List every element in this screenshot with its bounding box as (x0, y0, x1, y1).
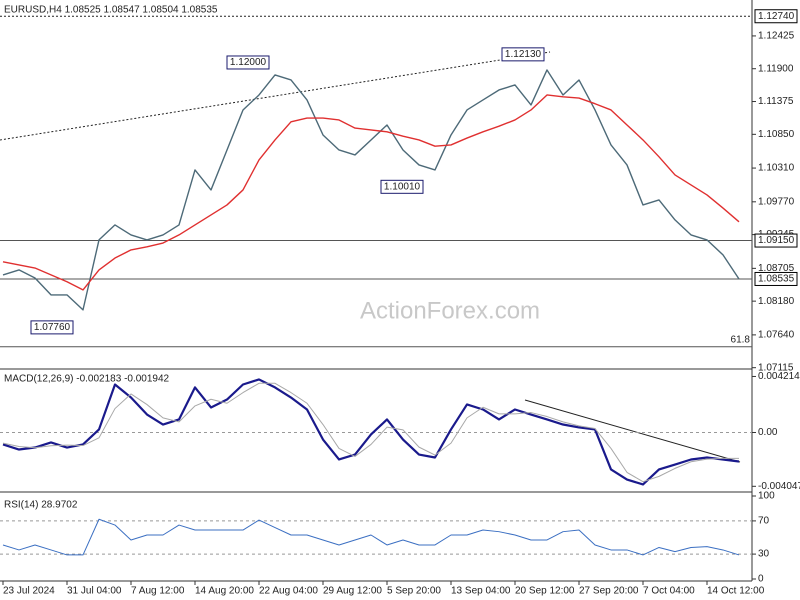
y-tick-label: -0.004047 (758, 481, 800, 492)
y-tick-label: 1.11375 (758, 96, 794, 107)
y-tick-label: 1.07115 (758, 362, 794, 373)
x-tick-label: 23 Jul 2024 (3, 586, 55, 597)
panel-title: EURUSD,H4 1.08525 1.08547 1.08504 1.0853… (4, 5, 218, 16)
y-tick-label: 70 (758, 516, 770, 527)
x-tick-label: 14 Aug 20:00 (195, 586, 254, 597)
x-tick-label: 27 Sep 20:00 (579, 586, 639, 597)
x-tick-label: 14 Oct 12:00 (707, 586, 765, 597)
panel-title: MACD(12,26,9) -0.002183 -0.001942 (4, 374, 170, 385)
y-tick-label: 1.07640 (758, 330, 795, 341)
series-line (2, 518, 740, 556)
annotation-label: 1.12000 (230, 57, 267, 68)
y-tick-label: 30 (758, 549, 770, 560)
x-tick-label: 7 Oct 04:00 (643, 586, 695, 597)
panel-title: RSI(14) 28.9702 (4, 500, 78, 511)
watermark: ActionForex.com (360, 297, 540, 324)
y-tick-label: 1.11900 (758, 63, 794, 74)
x-tick-label: 29 Aug 12:00 (323, 586, 382, 597)
x-tick-label: 13 Sep 04:00 (451, 586, 511, 597)
y-tick-label: 1.08180 (758, 296, 795, 307)
series-line (2, 69, 740, 311)
trend-line (0, 51, 551, 141)
y-tick-label: 100 (758, 491, 775, 502)
y-tick-label: 0 (758, 574, 764, 585)
y-tick-label: 0.004214 (758, 371, 800, 382)
y-tick-label: 1.09770 (758, 196, 795, 207)
y-tick-label: 0.00 (758, 427, 778, 438)
x-tick-label: 22 Aug 04:00 (259, 586, 318, 597)
price-label-box (754, 233, 798, 248)
series-line (2, 382, 740, 483)
level-label: 61.8 (731, 334, 751, 345)
price-label: 1.09150 (758, 235, 795, 246)
x-tick-label: 31 Jul 04:00 (67, 586, 122, 597)
x-tick-label: 7 Aug 12:00 (131, 586, 185, 597)
annotation-label: 1.07760 (34, 322, 71, 333)
y-tick-label: 1.10310 (758, 163, 795, 174)
series-line (2, 378, 740, 486)
annotation-label: 1.10010 (384, 181, 421, 192)
price-label: 1.08535 (758, 274, 795, 285)
x-tick-label: 5 Sep 20:00 (387, 586, 441, 597)
price-label-box (754, 9, 798, 24)
annotation-label: 1.12130 (505, 49, 542, 60)
y-tick-label: 1.12425 (758, 31, 795, 42)
annotation-box (501, 47, 545, 62)
y-tick-label: 1.10850 (758, 129, 795, 140)
price-label: 1.12740 (758, 11, 795, 22)
x-tick-label: 20 Sep 12:00 (515, 586, 575, 597)
annotation-box (30, 320, 74, 335)
y-tick-label: 1.08705 (758, 263, 795, 274)
price-label-box (754, 271, 798, 286)
macd-trend-line (524, 399, 741, 463)
series-line (2, 94, 740, 291)
annotation-box (226, 55, 270, 70)
annotation-box (380, 179, 424, 194)
